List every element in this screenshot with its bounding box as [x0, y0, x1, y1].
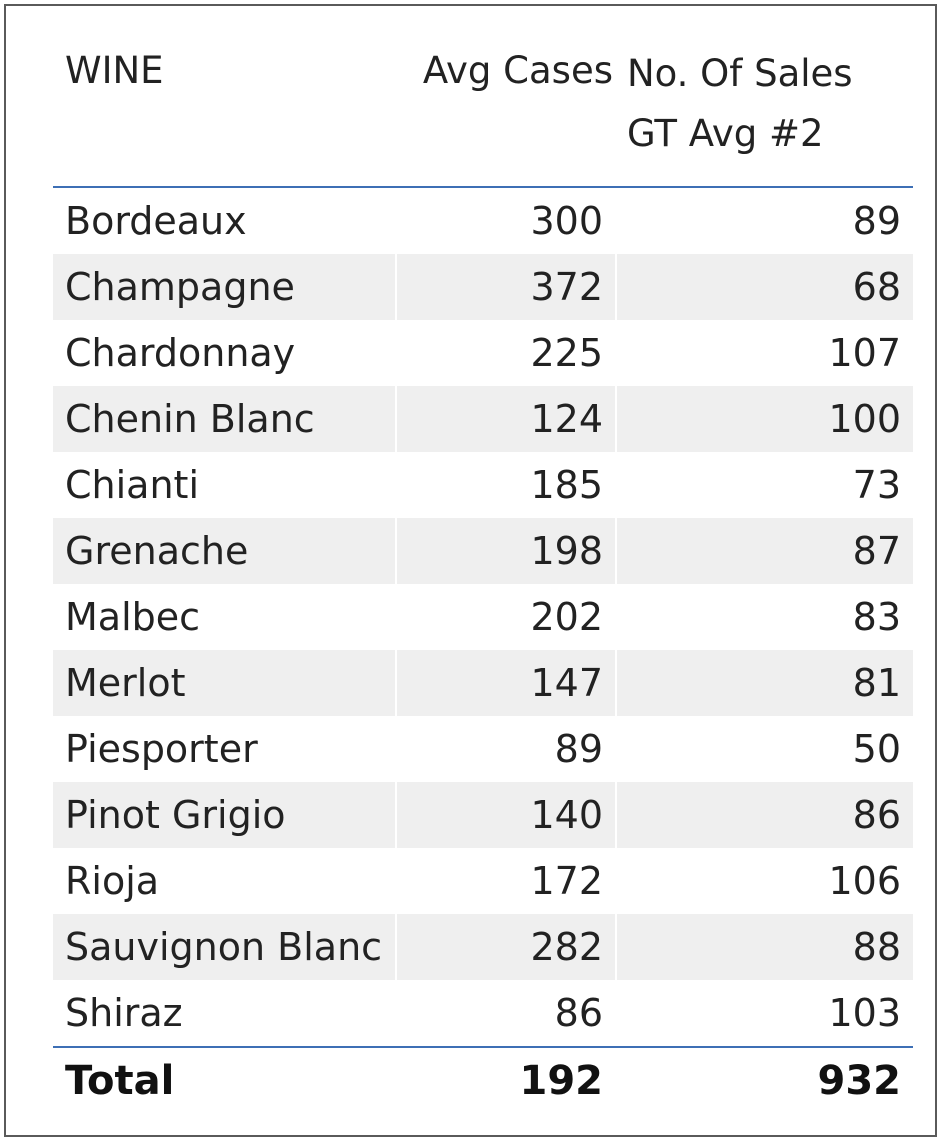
column-separator — [395, 650, 397, 716]
column-separator — [615, 320, 617, 386]
table-row[interactable]: Shiraz 86 103 — [53, 980, 913, 1046]
sales-gt-avg-cell: 106 — [828, 859, 901, 903]
table-row[interactable]: Chenin Blanc 124 100 — [53, 386, 913, 452]
column-separator — [395, 914, 397, 980]
table-body: Bordeaux 300 89 Champagne 372 68 Chardonnay 225… — [53, 188, 913, 1046]
avg-cases-cell: 202 — [530, 595, 603, 639]
wine-cell: Malbec — [65, 595, 201, 639]
table-row[interactable]: Malbec 202 83 — [53, 584, 913, 650]
column-header-wine[interactable]: WINE — [65, 49, 164, 92]
wine-cell: Champagne — [65, 265, 295, 309]
table-header: WINE Avg Cases No. Of Sales GT Avg #2 — [53, 6, 913, 188]
column-separator — [395, 518, 397, 584]
total-avg-cases: 192 — [519, 1058, 604, 1104]
column-separator — [615, 650, 617, 716]
column-header-sales-line1: No. Of Sales — [627, 52, 853, 95]
column-separator — [395, 320, 397, 386]
avg-cases-cell: 89 — [554, 727, 603, 771]
avg-cases-cell: 86 — [554, 991, 603, 1035]
sales-gt-avg-cell: 83 — [852, 595, 901, 639]
table-visual: WINE Avg Cases No. Of Sales GT Avg #2 Bo… — [4, 4, 937, 1137]
sales-gt-avg-cell: 81 — [852, 661, 901, 705]
table-row[interactable]: Sauvignon Blanc 282 88 — [53, 914, 913, 980]
column-separator — [395, 188, 397, 254]
column-separator — [395, 254, 397, 320]
column-separator — [615, 518, 617, 584]
total-row: Total 192 932 — [53, 1046, 913, 1116]
avg-cases-cell: 172 — [530, 859, 603, 903]
avg-cases-cell: 124 — [530, 397, 603, 441]
wine-cell: Chianti — [65, 463, 200, 507]
wine-cell: Rioja — [65, 859, 160, 903]
table-row[interactable]: Merlot 147 81 — [53, 650, 913, 716]
table-row[interactable]: Pinot Grigio 140 86 — [53, 782, 913, 848]
avg-cases-cell: 372 — [530, 265, 603, 309]
column-header-avg-cases[interactable]: Avg Cases — [422, 49, 613, 92]
wine-cell: Piesporter — [65, 727, 258, 771]
column-separator — [395, 980, 397, 1046]
avg-cases-cell: 198 — [530, 529, 603, 573]
avg-cases-cell: 282 — [530, 925, 603, 969]
sales-gt-avg-cell: 100 — [828, 397, 901, 441]
sales-gt-avg-cell: 88 — [852, 925, 901, 969]
column-separator — [615, 188, 617, 254]
sales-gt-avg-cell: 107 — [828, 331, 901, 375]
column-separator — [395, 452, 397, 518]
table-row[interactable]: Bordeaux 300 89 — [53, 188, 913, 254]
column-separator — [395, 386, 397, 452]
sales-gt-avg-cell: 50 — [852, 727, 901, 771]
total-sales: 932 — [817, 1058, 902, 1104]
column-separator — [615, 848, 617, 914]
wine-cell: Bordeaux — [65, 199, 247, 243]
table-row[interactable]: Chianti 185 73 — [53, 452, 913, 518]
total-label: Total — [65, 1058, 175, 1104]
column-header-sales-line2: GT Avg #2 — [627, 112, 824, 155]
sales-gt-avg-cell: 103 — [828, 991, 901, 1035]
column-separator — [395, 584, 397, 650]
wine-table: WINE Avg Cases No. Of Sales GT Avg #2 Bo… — [53, 6, 913, 1116]
column-separator — [615, 980, 617, 1046]
column-separator — [615, 782, 617, 848]
column-separator — [395, 782, 397, 848]
wine-cell: Chenin Blanc — [65, 397, 315, 441]
column-separator — [615, 254, 617, 320]
wine-cell: Pinot Grigio — [65, 793, 286, 837]
sales-gt-avg-cell: 86 — [852, 793, 901, 837]
table-row[interactable]: Grenache 198 87 — [53, 518, 913, 584]
avg-cases-cell: 147 — [530, 661, 603, 705]
table-row[interactable]: Rioja 172 106 — [53, 848, 913, 914]
column-separator — [395, 848, 397, 914]
avg-cases-cell: 140 — [530, 793, 603, 837]
column-separator — [615, 716, 617, 782]
column-header-sales-gt-avg[interactable]: No. Of Sales GT Avg #2 — [627, 44, 907, 164]
wine-cell: Grenache — [65, 529, 249, 573]
sales-gt-avg-cell: 73 — [852, 463, 901, 507]
column-separator — [615, 914, 617, 980]
table-row[interactable]: Champagne 372 68 — [53, 254, 913, 320]
avg-cases-cell: 300 — [530, 199, 603, 243]
wine-cell: Sauvignon Blanc — [65, 925, 383, 969]
sales-gt-avg-cell: 68 — [852, 265, 901, 309]
wine-cell: Merlot — [65, 661, 186, 705]
avg-cases-cell: 225 — [530, 331, 603, 375]
column-separator — [395, 716, 397, 782]
column-separator — [615, 386, 617, 452]
column-separator — [615, 584, 617, 650]
table-row[interactable]: Chardonnay 225 107 — [53, 320, 913, 386]
wine-cell: Shiraz — [65, 991, 183, 1035]
avg-cases-cell: 185 — [530, 463, 603, 507]
sales-gt-avg-cell: 87 — [852, 529, 901, 573]
wine-cell: Chardonnay — [65, 331, 296, 375]
table-row[interactable]: Piesporter 89 50 — [53, 716, 913, 782]
column-separator — [615, 452, 617, 518]
sales-gt-avg-cell: 89 — [852, 199, 901, 243]
